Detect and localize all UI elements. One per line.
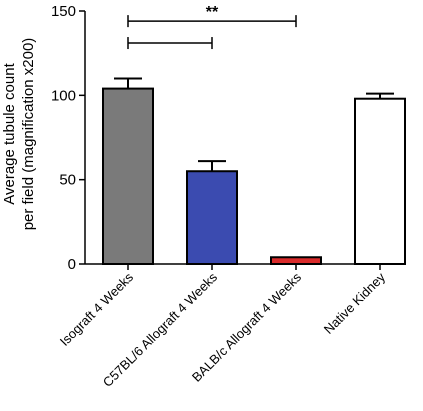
y-tick-label: 0 [68, 256, 76, 273]
bar [270, 256, 322, 265]
y-tick-label: 150 [51, 3, 76, 20]
bar [102, 87, 154, 265]
bar [186, 170, 238, 266]
y-axis-label-line-2: per field (magnification x200) [20, 38, 37, 231]
y-axis-label-line-1: Average tubule count [1, 62, 18, 204]
x-tick-label: Native Kidney [321, 269, 389, 337]
x-tick-label: Isograft 4 Weeks [57, 269, 137, 349]
y-tick-label: 100 [51, 87, 76, 104]
bar [354, 97, 406, 265]
significance-label: ** [206, 4, 219, 21]
y-axis-label: Average tubule count per field (magnific… [1, 38, 37, 231]
y-tick-label: 50 [59, 172, 76, 189]
